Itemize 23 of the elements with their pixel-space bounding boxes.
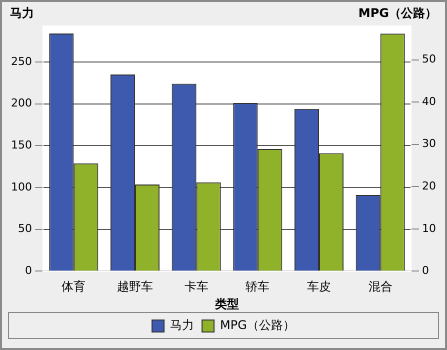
y2-axis-title: MPG（公路） bbox=[358, 6, 437, 20]
y2-tick-label: 50 bbox=[422, 52, 436, 66]
y-tick-label: 150 bbox=[10, 138, 32, 152]
x-tick-label: 车皮 bbox=[307, 280, 331, 294]
y2-tick-label: 40 bbox=[422, 94, 436, 108]
y-tick-label: 50 bbox=[18, 222, 32, 236]
y2-tick-label: 0 bbox=[422, 264, 430, 278]
x-axis-title: 类型 bbox=[214, 296, 239, 311]
y-tick-label: 100 bbox=[10, 180, 32, 194]
x-tick-label: 轿车 bbox=[246, 280, 270, 294]
y-tick-label: 0 bbox=[24, 264, 32, 278]
y-axis-title: 马力 bbox=[10, 6, 34, 20]
legend-label: 马力 bbox=[170, 318, 194, 332]
y-tick-label: 200 bbox=[10, 96, 32, 110]
y2-tick-label: 10 bbox=[422, 222, 436, 235]
y2-tick-label: 30 bbox=[422, 137, 436, 150]
y-tick-label: 250 bbox=[10, 54, 32, 68]
y2-tick-label: 20 bbox=[422, 180, 436, 193]
x-tick-label: 越野车 bbox=[116, 280, 153, 294]
x-tick-label: 混合 bbox=[368, 280, 392, 294]
legend-label: MPG（公路） bbox=[220, 318, 295, 332]
x-tick-label: 卡车 bbox=[184, 280, 208, 294]
x-tick-label: 体育 bbox=[62, 280, 86, 294]
